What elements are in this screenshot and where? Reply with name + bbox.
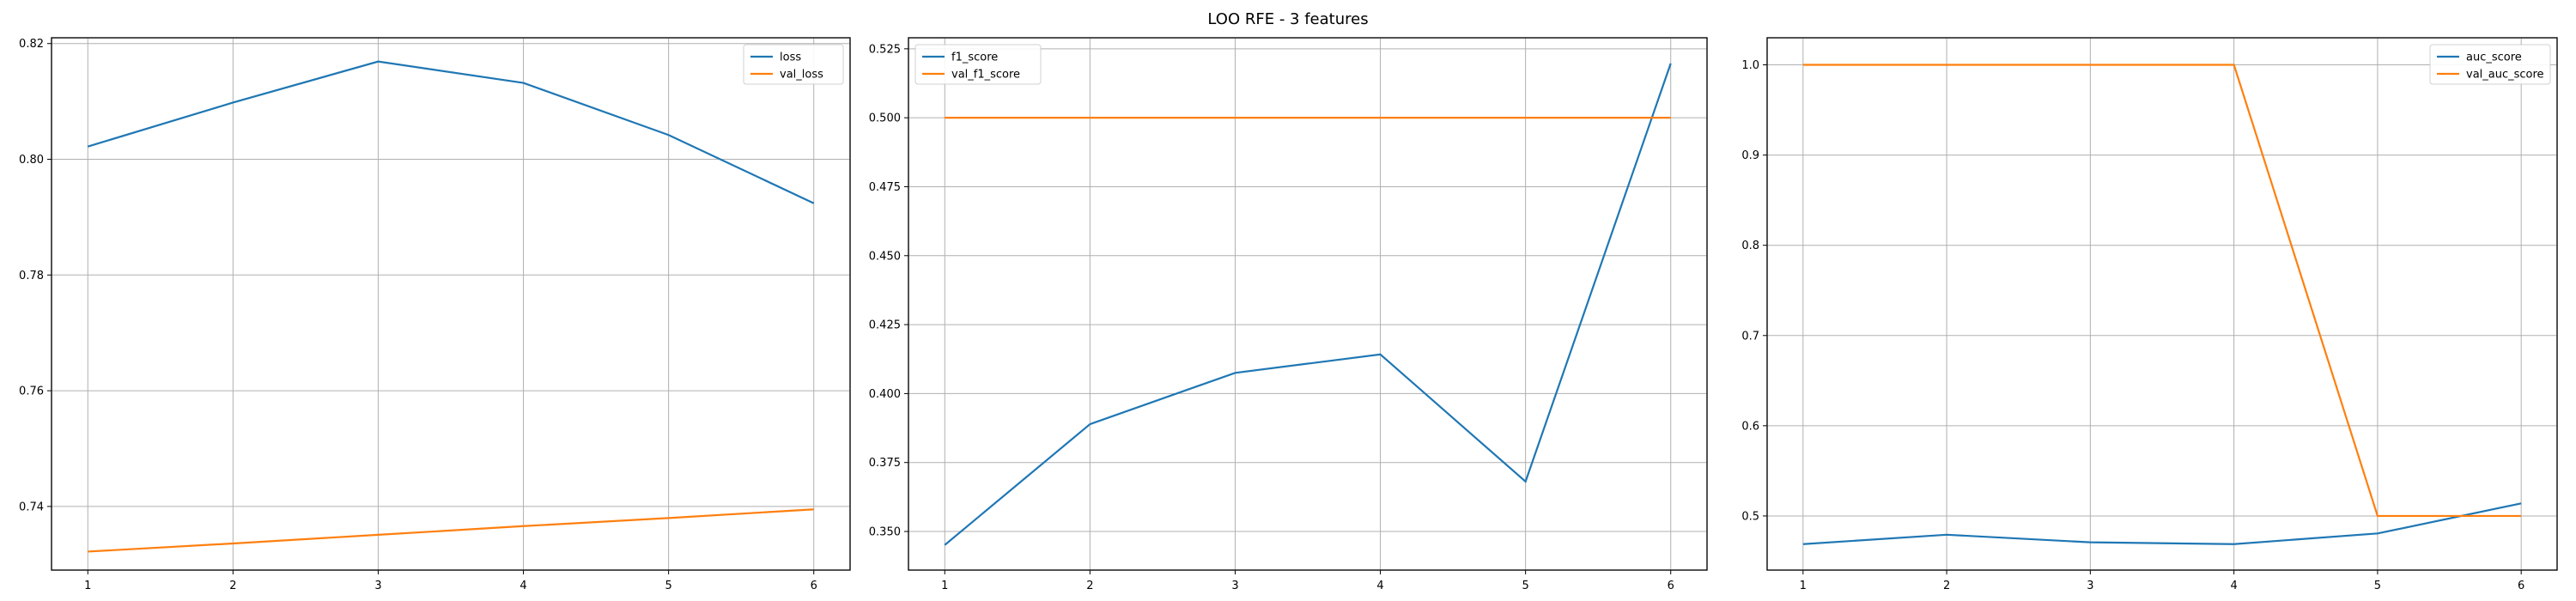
x-tick-label: 1 bbox=[84, 580, 91, 592]
series-line-auc-score bbox=[1802, 502, 2522, 545]
y-tick-label: 0.8 bbox=[1741, 240, 1759, 252]
x-tick-label: 3 bbox=[1231, 580, 1238, 592]
legend-label: val_loss bbox=[780, 69, 823, 82]
legend-box bbox=[2429, 44, 2551, 85]
loss-chart: 1 2 3 4 5 6 0.74 0.76 0.78 0.80 0.82 loss val_loss bbox=[19, 37, 851, 592]
y-tick-label: 0.74 bbox=[19, 501, 44, 513]
axes-background bbox=[1766, 37, 2558, 571]
y-tick-label: 0.80 bbox=[19, 154, 44, 167]
y-tick-label: 0.500 bbox=[869, 112, 901, 125]
y-tick-label: 0.82 bbox=[19, 38, 44, 51]
legend-label: val_auc_score bbox=[2466, 69, 2544, 82]
legend-box bbox=[914, 44, 1042, 85]
axes-frame bbox=[51, 37, 851, 571]
auc-score-chart: 1 2 3 4 5 6 0.5 0.6 0.7 0.8 0.9 1.0 auc_score val_auc… bbox=[1741, 37, 2558, 592]
y-tick-label: 0.5 bbox=[1741, 510, 1759, 523]
y-tick-label: 0.475 bbox=[869, 181, 901, 194]
y-tick-label: 0.350 bbox=[869, 526, 901, 539]
legend-label: f1_score bbox=[951, 52, 998, 64]
x-tick-label: 6 bbox=[2518, 580, 2524, 592]
x-tick-label: 4 bbox=[1376, 580, 1383, 592]
axes-frame bbox=[1766, 37, 2558, 571]
axes-frame bbox=[908, 37, 1708, 571]
y-tick-label: 0.425 bbox=[869, 319, 901, 332]
y-tick-label: 0.450 bbox=[869, 250, 901, 263]
x-tick-label: 5 bbox=[2374, 580, 2381, 592]
series-line-val-loss bbox=[88, 508, 814, 553]
x-tick-label: 4 bbox=[2230, 580, 2237, 592]
x-tick-label: 2 bbox=[1086, 580, 1093, 592]
x-tick-label: 3 bbox=[374, 580, 381, 592]
y-tick-label: 0.7 bbox=[1741, 330, 1759, 343]
y-tick-label: 0.9 bbox=[1741, 149, 1759, 162]
x-tick-label: 6 bbox=[811, 580, 817, 592]
y-tick-label: 0.525 bbox=[869, 43, 901, 56]
axes-background bbox=[908, 37, 1708, 571]
x-tick-label: 2 bbox=[1943, 580, 1950, 592]
x-tick-label: 1 bbox=[941, 580, 948, 592]
legend-label: auc_score bbox=[2466, 52, 2522, 64]
x-tick-label: 6 bbox=[1668, 580, 1674, 592]
axes-background bbox=[51, 37, 851, 571]
x-tick-label: 3 bbox=[2087, 580, 2093, 592]
series-line-loss bbox=[87, 60, 815, 204]
f1-score-chart: 1 2 3 4 5 6 0.350 0.375 0.400 0.425 0.450 0.475 0.50… bbox=[869, 37, 1708, 592]
legend-label: val_f1_score bbox=[951, 69, 1020, 82]
y-tick-label: 1.0 bbox=[1741, 59, 1759, 72]
y-tick-label: 0.400 bbox=[869, 388, 901, 401]
x-tick-label: 5 bbox=[1522, 580, 1528, 592]
series-line-val-auc-score bbox=[1802, 64, 2522, 518]
y-tick-label: 0.6 bbox=[1741, 420, 1759, 433]
x-tick-label: 5 bbox=[665, 580, 671, 592]
y-tick-label: 0.78 bbox=[19, 270, 44, 282]
series-line-f1-score bbox=[944, 63, 1672, 546]
x-tick-label: 4 bbox=[519, 580, 526, 592]
y-tick-label: 0.76 bbox=[19, 385, 44, 398]
figure-title: LOO RFE - 3 features bbox=[1207, 10, 1368, 28]
y-tick-label: 0.375 bbox=[869, 457, 901, 470]
x-tick-label: 1 bbox=[1800, 580, 1807, 592]
legend-label: loss bbox=[780, 52, 801, 64]
x-tick-label: 2 bbox=[229, 580, 236, 592]
